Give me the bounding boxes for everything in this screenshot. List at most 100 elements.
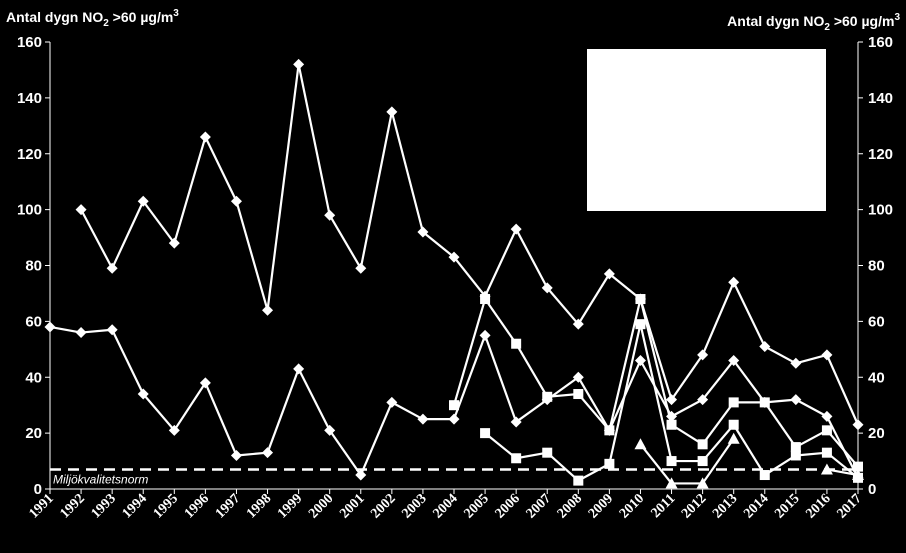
series-1-point	[572, 318, 584, 330]
series-3-point	[480, 294, 491, 305]
series-1-segment	[670, 354, 704, 401]
y-tick-label-left: 0	[34, 481, 42, 498]
series-3-point	[511, 338, 522, 349]
series-4-point	[635, 319, 646, 330]
y-tick-label-right: 160	[868, 34, 893, 51]
series-1-point	[417, 226, 429, 238]
series-1-segment	[608, 273, 642, 300]
series-2-segment	[173, 382, 207, 431]
y-tick-label-left: 100	[17, 202, 42, 219]
series-1-point	[510, 223, 522, 235]
series-3-point	[790, 442, 801, 453]
series-2-point	[262, 447, 274, 459]
series-4-segment	[484, 432, 517, 460]
series-1-point	[137, 195, 149, 207]
series-2-point	[75, 327, 87, 339]
series-3-point	[666, 419, 677, 430]
series-3-segment	[608, 298, 642, 431]
series-1-segment	[328, 214, 362, 269]
series-3-segment	[484, 298, 518, 345]
series-1-point	[355, 262, 367, 274]
series-2-segment	[732, 359, 766, 404]
series-2-segment	[795, 398, 828, 418]
series-3-point	[542, 391, 553, 402]
series-1-point	[603, 268, 615, 280]
series-1-segment	[701, 281, 735, 356]
series-2-segment	[49, 325, 82, 334]
series-5-point	[696, 477, 709, 489]
y-tick-label-left: 40	[25, 369, 42, 386]
y-tick-label-left: 60	[25, 313, 42, 330]
y-tick-label-right: 100	[868, 202, 893, 219]
series-1-point	[199, 131, 211, 143]
reference-line-label: Miljökvalitetsnorm	[53, 472, 148, 486]
series-2-segment	[204, 382, 238, 456]
series-1-point	[728, 276, 740, 288]
series-1-point	[852, 419, 864, 431]
series-4-point	[604, 458, 615, 469]
series-3-point	[697, 439, 708, 450]
series-4-point	[542, 447, 553, 458]
series-4-segment	[795, 451, 828, 457]
y-tick-label-right: 40	[868, 369, 885, 386]
series-2-point	[199, 377, 211, 389]
series-4-point	[759, 470, 770, 481]
series-2-point	[230, 449, 242, 461]
series-2-point	[448, 413, 460, 425]
series-2-segment	[671, 398, 704, 418]
series-4-segment	[732, 424, 766, 476]
series-5-point	[665, 477, 678, 489]
y-tick-label-right: 120	[868, 146, 893, 163]
series-4-segment	[764, 454, 797, 476]
series-1-point	[821, 349, 833, 361]
series-3-point	[728, 397, 739, 408]
series-2-point	[790, 394, 802, 406]
legend-box	[587, 49, 826, 211]
series-4-point	[511, 453, 522, 464]
y-tick-label-left: 160	[17, 34, 42, 51]
series-2-point	[479, 329, 491, 341]
y-tick-label-right: 0	[868, 481, 876, 498]
series-2-point	[44, 321, 56, 333]
y-tick-label-left: 120	[17, 146, 42, 163]
series-2-segment	[142, 393, 176, 432]
series-1-segment	[235, 200, 269, 311]
series-3-segment	[763, 401, 797, 448]
series-3-segment	[639, 298, 673, 426]
y-axis-label-left: Antal dygn NO2 >60 µg/m3	[6, 8, 179, 29]
series-1-point	[293, 58, 305, 70]
series-2-segment	[577, 376, 611, 431]
series-4-point	[480, 428, 491, 439]
series-2-point	[386, 396, 398, 408]
series-1-segment	[359, 111, 393, 269]
series-1-segment	[80, 209, 114, 269]
series-3-segment	[701, 401, 735, 445]
series-1-point	[324, 209, 336, 221]
series-2-point	[293, 363, 305, 375]
series-5-point	[820, 463, 833, 475]
series-3-point	[821, 425, 832, 436]
series-2-segment	[297, 368, 331, 431]
series-3-segment	[670, 423, 704, 446]
series-5-point	[727, 432, 740, 444]
series-4-point	[697, 456, 708, 467]
series-2-segment	[236, 451, 268, 457]
series-2-point	[355, 469, 367, 481]
series-1-segment	[111, 200, 145, 269]
series-1-segment	[577, 273, 611, 325]
y-tick-label-left: 80	[25, 258, 42, 275]
series-1-segment	[484, 228, 518, 297]
series-2-point	[324, 424, 336, 436]
series-3-segment	[515, 343, 549, 398]
y-tick-label-right: 140	[868, 90, 893, 107]
series-5-segment	[701, 438, 735, 485]
y-tick-label-right: 20	[868, 425, 885, 442]
series-3-segment	[577, 393, 611, 432]
series-group	[44, 58, 864, 489]
series-2-point	[821, 410, 833, 422]
series-5-point	[634, 438, 647, 450]
series-1-segment	[422, 231, 455, 258]
series-1-segment	[173, 136, 207, 244]
series-1-segment	[204, 136, 238, 202]
